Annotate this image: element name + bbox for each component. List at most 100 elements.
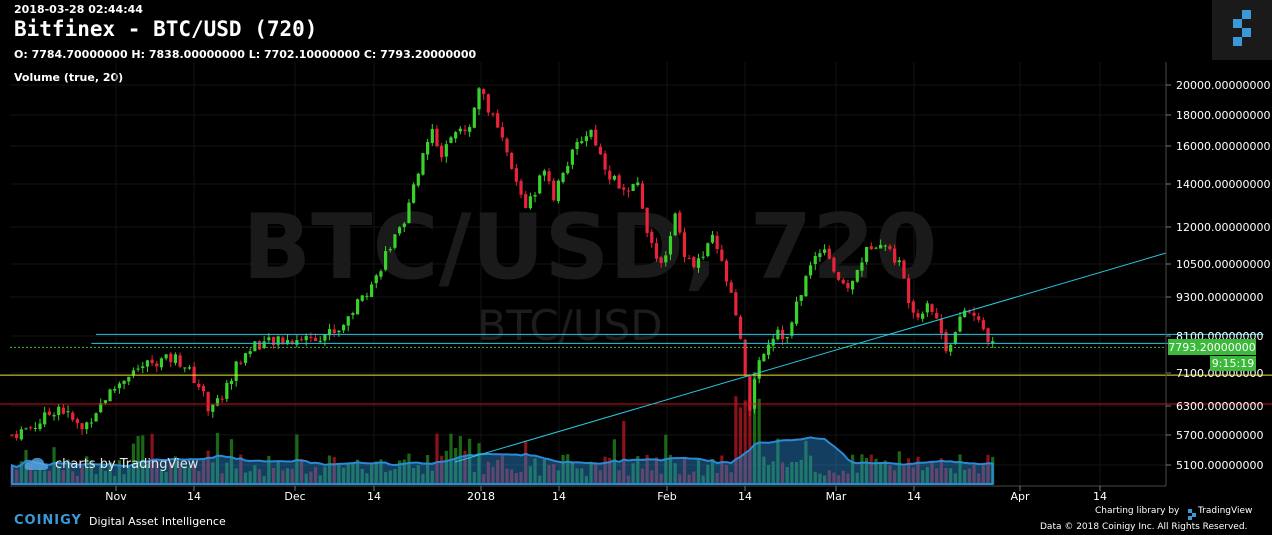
trend-line[interactable] [454, 252, 1167, 463]
candle-body [323, 334, 327, 341]
volume-bar [580, 468, 584, 484]
volume-bar [851, 454, 855, 484]
volume-bar [183, 465, 187, 484]
volume-bar [85, 456, 89, 484]
candle-body [822, 249, 827, 253]
candle-body [734, 292, 738, 316]
volume-bar [883, 460, 887, 484]
candle-body [673, 213, 677, 236]
volume-bar [225, 462, 229, 484]
volume-bar [89, 461, 93, 484]
candle-body [33, 427, 37, 429]
volume-bar [981, 465, 985, 484]
candle-body [374, 275, 378, 284]
volume-bar [155, 461, 159, 484]
volume-bar [206, 450, 210, 484]
candle-body [608, 170, 612, 180]
volume-bar [822, 475, 827, 484]
candle-body [220, 398, 224, 400]
candle-body [89, 422, 93, 424]
candle-body [496, 113, 500, 128]
volume-bar [916, 456, 920, 484]
candle-body [836, 271, 841, 280]
candle-body [38, 423, 42, 430]
candle-body [384, 251, 388, 270]
volume-bar [907, 458, 911, 484]
candle-body [879, 244, 883, 249]
coinigy-logo-icon[interactable] [1212, 0, 1272, 60]
candle-body [589, 130, 593, 137]
tradingview-link[interactable]: TradingView [1198, 506, 1253, 516]
candle-body [145, 360, 150, 367]
current-price-label: 7793.20000000 [1168, 341, 1255, 354]
volume-bar [958, 454, 962, 484]
volume-bar [678, 474, 682, 484]
volume-bar [468, 438, 472, 484]
candle-body [61, 407, 65, 414]
volume-bar [626, 475, 631, 484]
candle-body [785, 336, 789, 339]
volume-bar [589, 461, 593, 484]
volume-bar [692, 471, 696, 484]
candle-body [360, 295, 364, 301]
volume-bar [38, 468, 42, 484]
volume-bar [794, 461, 799, 484]
price-axis[interactable]: 5100.00000000 5700.00000000 6300.00000000 7… [1166, 79, 1270, 472]
price-tick-label: 12000.00000000 [1176, 221, 1270, 234]
candle-body [444, 144, 448, 157]
candle-body [687, 258, 691, 260]
volume-bar [706, 464, 710, 484]
volume-bar [547, 465, 551, 484]
volume-bar [944, 468, 948, 484]
candle-body [949, 344, 953, 352]
volume-bar [80, 465, 84, 484]
volume-bar [145, 463, 150, 484]
volume-bar [696, 458, 701, 484]
candle-body [402, 223, 406, 228]
footer-brand[interactable]: COINIGY [14, 513, 82, 528]
volume-bar [612, 439, 617, 484]
candle-body [346, 316, 350, 326]
volume-bar [29, 463, 33, 484]
candle-body [122, 380, 126, 384]
candle-body [234, 361, 238, 381]
candle-body [500, 127, 504, 138]
volume-bar [482, 474, 486, 484]
candle-body [612, 175, 617, 180]
volume-bar [113, 475, 117, 484]
volume-legend[interactable]: Volume (true, 20) [14, 71, 124, 84]
volume-bar [542, 459, 546, 484]
candle-body [10, 434, 14, 436]
volume-bar [538, 475, 542, 484]
chart-title: Bitfinex - BTC/USD (720) [14, 17, 318, 41]
volume-bars [10, 372, 995, 484]
time-axis[interactable]: Nov 14 Dec 14 2018 14 Feb 14 Mar 14 Apr 14 [105, 486, 1107, 503]
candle-body [369, 284, 374, 297]
volume-bar [239, 454, 243, 484]
candle-body [729, 282, 733, 293]
volume-bar [921, 470, 925, 484]
candle-body [407, 202, 411, 224]
candle-body [141, 366, 145, 368]
volume-bar [398, 460, 402, 484]
volume-bar [327, 455, 332, 484]
candle-body [332, 329, 336, 334]
candle-body [379, 271, 383, 277]
volume-bar [262, 475, 266, 484]
volume-bar [229, 439, 234, 484]
volume-bar [608, 457, 612, 484]
horizontal-lines[interactable] [0, 333, 1272, 405]
candle-body [547, 171, 551, 182]
time-tick-label: Apr [1010, 490, 1030, 503]
watermark-large: BTC/USD, 720 [243, 195, 938, 300]
volume-bar [935, 468, 939, 484]
volume-bar [253, 465, 257, 484]
volume-bar [724, 464, 729, 484]
candle-body [533, 194, 537, 197]
price-tick-label: 20000.00000000 [1176, 79, 1270, 92]
candle-body [986, 328, 990, 343]
candle-body [281, 337, 285, 345]
volume-bar [519, 471, 523, 484]
volume-bar [99, 465, 103, 484]
